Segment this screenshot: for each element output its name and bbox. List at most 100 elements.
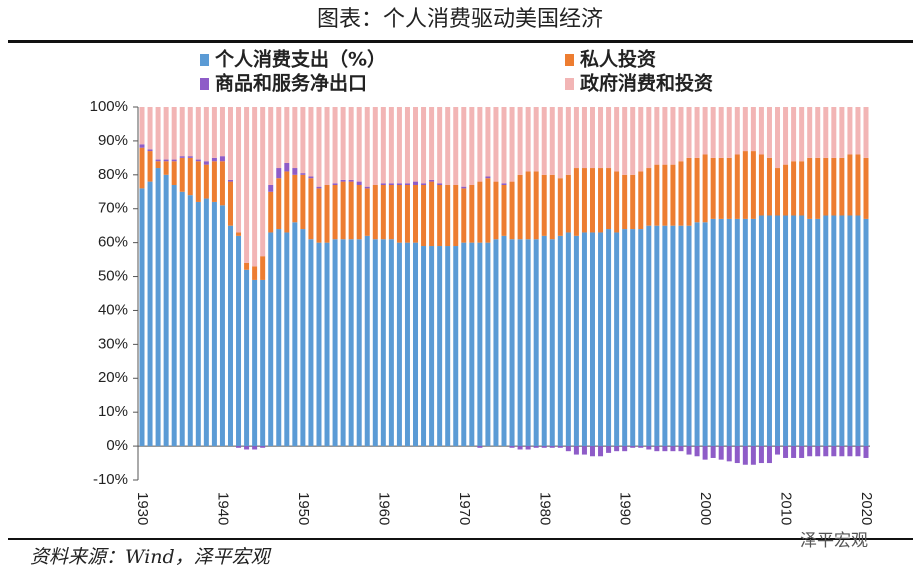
bar-segment xyxy=(831,215,837,447)
bar-segment xyxy=(855,107,861,155)
bar-segment xyxy=(195,201,201,447)
bar-segment xyxy=(855,215,861,447)
bar-segment xyxy=(300,229,306,447)
title-rule xyxy=(8,40,913,43)
bar-segment xyxy=(750,151,756,219)
bar-segment xyxy=(726,218,732,447)
bar-segment xyxy=(622,174,628,230)
bar-segment xyxy=(598,446,604,457)
bar-segment xyxy=(445,107,451,185)
bar-segment xyxy=(541,235,547,447)
bar-segment xyxy=(758,154,764,216)
bar-segment xyxy=(734,154,740,219)
bar-segment xyxy=(807,218,813,447)
bar-segment xyxy=(179,191,185,447)
bar-segment xyxy=(461,188,467,243)
bar-segment xyxy=(791,215,797,447)
bar-segment xyxy=(421,107,427,184)
bar-segment xyxy=(509,107,515,182)
y-tick-label: 70% xyxy=(98,200,128,217)
bar-segment xyxy=(477,242,483,447)
bar-segment xyxy=(147,181,153,447)
bar-segment xyxy=(348,239,354,447)
bar-segment xyxy=(525,239,531,447)
legend-label: 商品和服务净出口 xyxy=(215,72,367,95)
bar-segment xyxy=(622,107,628,175)
bar-segment xyxy=(227,107,233,180)
bar-segment xyxy=(316,188,322,243)
bar-segment xyxy=(855,446,861,457)
bar-segment xyxy=(694,157,700,223)
bar-segment xyxy=(557,446,563,448)
bar-segment xyxy=(581,168,587,233)
bar-segment xyxy=(493,239,499,447)
bar-segment xyxy=(404,184,410,243)
bar-segment xyxy=(541,174,547,236)
bar-segment xyxy=(517,239,523,447)
legend-label: 个人消费支出（%） xyxy=(214,48,386,71)
bar-segment xyxy=(686,157,692,226)
bar-segment xyxy=(622,446,628,452)
bar-segment xyxy=(429,246,435,447)
bar-segment xyxy=(541,107,547,175)
bar-segment xyxy=(171,184,177,447)
x-tick-label: 1990 xyxy=(617,492,634,525)
bar-segment xyxy=(863,218,869,447)
bar-segment xyxy=(525,171,531,240)
bar-segment xyxy=(461,186,467,189)
bar-segment xyxy=(533,107,539,172)
bar-segment xyxy=(324,107,330,185)
bar-segment xyxy=(203,107,209,162)
bar-segment xyxy=(847,107,853,155)
bar-segment xyxy=(718,446,724,460)
bar-segment xyxy=(710,157,716,219)
bar-segment xyxy=(227,181,233,226)
bar-segment xyxy=(509,181,515,240)
bar-segment xyxy=(356,181,362,185)
bar-segment xyxy=(750,446,756,465)
bar-segment xyxy=(509,239,515,447)
bar-segment xyxy=(589,107,595,169)
bar-segment xyxy=(750,107,756,152)
bar-segment xyxy=(485,242,491,447)
bar-segment xyxy=(437,246,443,447)
bar-segment xyxy=(533,171,539,240)
y-tick-label: 10% xyxy=(98,403,128,420)
bar-segment xyxy=(565,232,571,447)
bar-segment xyxy=(847,446,853,457)
bar-segment xyxy=(831,107,837,158)
bar-segment xyxy=(219,156,225,162)
bar-segment xyxy=(372,239,378,447)
bar-segment xyxy=(783,215,789,447)
bar-segment xyxy=(268,232,274,447)
bar-segment xyxy=(670,164,676,226)
bar-segment xyxy=(380,184,386,240)
bar-segment xyxy=(348,107,354,180)
x-tick-label: 2020 xyxy=(858,492,875,525)
bar-segment xyxy=(219,107,225,157)
bar-segment xyxy=(606,229,612,447)
legend-swatch xyxy=(200,54,209,66)
x-tick-label: 1970 xyxy=(456,492,473,525)
bar-segment xyxy=(614,446,620,452)
bar-segment xyxy=(284,232,290,447)
bar-segment xyxy=(324,242,330,447)
bar-segment xyxy=(678,446,684,452)
bar-segment xyxy=(565,446,571,452)
bar-segment xyxy=(453,107,459,185)
bar-segment xyxy=(388,107,394,184)
y-tick-label: 60% xyxy=(98,234,128,251)
bar-segment xyxy=(453,184,459,247)
x-tick-label: 2000 xyxy=(697,492,714,525)
bar-segment xyxy=(155,168,161,447)
bar-segment xyxy=(646,225,652,447)
bar-segment xyxy=(742,446,748,465)
bar-segment xyxy=(517,174,523,240)
bar-segment xyxy=(799,161,805,216)
bar-segment xyxy=(662,446,668,452)
bar-segment xyxy=(300,174,306,230)
bar-segment xyxy=(396,242,402,447)
bar-segment xyxy=(815,446,821,457)
bar-segment xyxy=(348,179,354,182)
bar-segment xyxy=(654,164,660,226)
